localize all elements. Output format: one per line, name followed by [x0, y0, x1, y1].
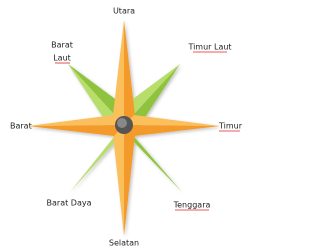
label-northwest: Laut	[53, 54, 71, 63]
label-south: Selatan	[109, 239, 139, 248]
label-southwest: Barat Daya	[47, 199, 92, 208]
label-southeast: Tenggara	[173, 201, 211, 210]
compass-rose: Utara Barat Laut Timur Laut Barat Timur …	[0, 0, 248, 251]
label-northwest: Barat	[51, 41, 73, 50]
label-north: Utara	[113, 7, 135, 16]
center-highlight	[117, 118, 127, 128]
label-west: Barat	[10, 122, 32, 131]
label-east: Timur	[218, 122, 243, 131]
label-northeast: Timur Laut	[187, 43, 231, 52]
